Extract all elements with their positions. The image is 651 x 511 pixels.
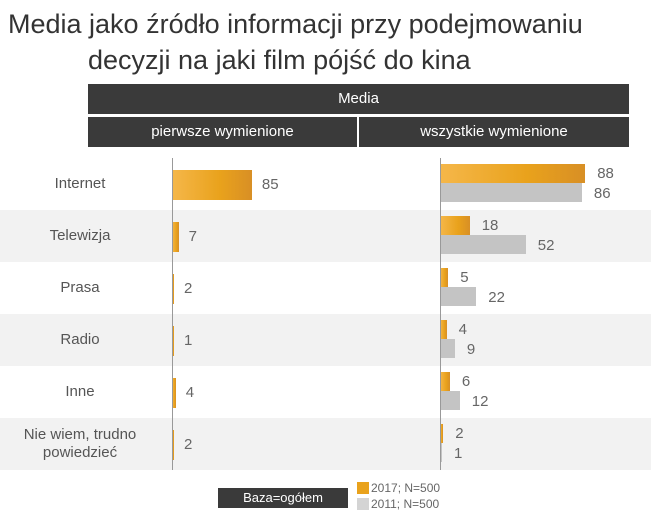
axis-all — [440, 158, 441, 470]
bar-first-2017 — [172, 378, 176, 408]
category-label: Inne — [65, 383, 95, 400]
bar-all-2011 — [440, 443, 442, 462]
value-label-first-2017: 2 — [184, 436, 193, 453]
value-label-all-2017: 4 — [458, 321, 467, 338]
value-label-all-2011: 86 — [593, 185, 611, 202]
base-label: Baza=ogółem — [218, 488, 348, 508]
bar-first-2017 — [172, 326, 174, 356]
value-label-all-2017: 2 — [455, 425, 464, 442]
row-band — [0, 210, 651, 262]
value-label-all-2011: 22 — [488, 289, 505, 306]
bar-all-2017 — [440, 424, 444, 443]
bar-first-2017 — [172, 222, 179, 252]
legend-2017: 2017; N=500 — [371, 481, 441, 495]
value-label-all-2011: 9 — [466, 341, 476, 358]
bar-all-2017 — [440, 372, 450, 391]
value-label-all-2011: 1 — [454, 445, 463, 462]
bar-all-2017 — [440, 216, 470, 235]
category-label: Telewizja — [49, 227, 111, 244]
value-label-all-2017: 18 — [481, 217, 499, 234]
bar-all-2011 — [440, 235, 526, 254]
bar-first-2017 — [172, 274, 174, 304]
value-label-all-2017: 5 — [460, 269, 469, 286]
row-band — [0, 314, 651, 366]
value-label-first-2017: 1 — [184, 332, 193, 349]
bar-all-2011 — [440, 183, 582, 202]
bar-all-2011 — [440, 391, 460, 410]
category-label: Radio — [60, 331, 100, 348]
category-label: Internet — [54, 175, 106, 192]
chart-title-line1: Media jako źródło informacji przy podejm… — [8, 9, 583, 39]
chart-title-line2: decyzji na jaki film pójść do kina — [88, 45, 471, 75]
row-band — [0, 418, 651, 470]
bar-all-2011 — [440, 287, 477, 306]
bar-all-2017 — [440, 320, 447, 339]
value-label-first-2017: 7 — [188, 228, 197, 245]
value-label-first-2017: 2 — [184, 280, 193, 297]
header-media: Media — [88, 84, 629, 114]
value-label-all-2017: 88 — [597, 165, 614, 182]
bar-all-2017 — [440, 268, 449, 287]
legend-swatch-2011 — [357, 498, 369, 510]
category-label: Prasa — [60, 279, 100, 296]
value-label-first-2017: 4 — [185, 384, 195, 401]
category-label: Nie wiem, trudno powiedzieć — [23, 426, 137, 461]
value-label-all-2011: 12 — [471, 393, 489, 410]
bar-all-2011 — [440, 339, 455, 358]
bar-first-2017 — [172, 170, 252, 200]
value-label-all-2011: 52 — [537, 237, 555, 254]
header-all-mentioned: wszystkie wymienione — [359, 117, 629, 147]
value-label-all-2017: 6 — [461, 373, 471, 390]
header-first-mentioned: pierwsze wymienione — [88, 117, 357, 147]
axis-first — [172, 158, 173, 470]
legend-swatch-2017 — [357, 482, 369, 494]
bar-all-2017 — [440, 164, 586, 183]
value-label-first-2017: 85 — [261, 176, 279, 193]
bar-first-2017 — [172, 430, 174, 460]
legend-2011: 2011; N=500 — [371, 497, 440, 511]
